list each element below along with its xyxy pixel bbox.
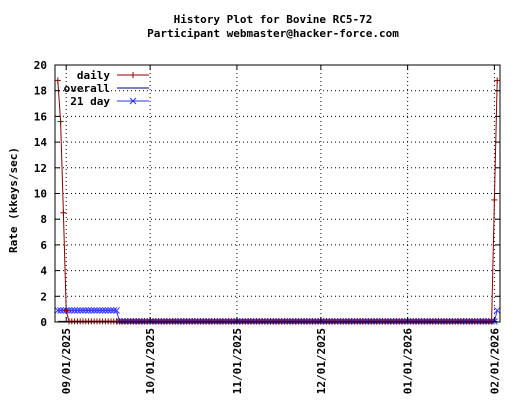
series-21-day-point bbox=[85, 307, 92, 314]
x-marker bbox=[107, 307, 115, 314]
y-tick-label: 18 bbox=[34, 85, 47, 98]
x-marker bbox=[71, 307, 78, 314]
x-marker bbox=[102, 307, 109, 314]
series-layer bbox=[54, 77, 501, 325]
x-marker bbox=[90, 307, 98, 314]
legend-label: daily bbox=[77, 69, 110, 82]
series-daily-point bbox=[488, 318, 495, 325]
legend-label: overall bbox=[64, 82, 110, 95]
x-marker bbox=[54, 307, 62, 314]
legend-marker bbox=[129, 97, 137, 105]
series-21-day-point bbox=[96, 307, 104, 314]
legend-label: 21 day bbox=[70, 95, 110, 108]
y-tick-label: 16 bbox=[34, 110, 48, 123]
x-marker bbox=[110, 307, 118, 314]
x-marker bbox=[57, 307, 64, 314]
x-marker bbox=[76, 307, 84, 314]
x-marker bbox=[113, 307, 120, 314]
x-marker bbox=[85, 307, 92, 314]
y-axis-label: Rate (kkeys/sec) bbox=[7, 147, 20, 253]
series-21-day-point bbox=[110, 307, 118, 314]
series-21-day-point bbox=[79, 307, 87, 314]
x-marker bbox=[68, 307, 76, 314]
series-21-day-point bbox=[93, 307, 101, 314]
axis-ticks: 0 2 4 6 8 10 12 14 16 18 20 09/01/2025 10/01/2025 11/… bbox=[34, 59, 502, 394]
x-tick-label: 09/01/2025 bbox=[60, 328, 73, 394]
chart-title: History Plot for Bovine RC5-72 bbox=[174, 13, 373, 26]
series-daily-point bbox=[491, 196, 498, 203]
plot-frame bbox=[54, 64, 501, 323]
series-21-day-point bbox=[71, 307, 78, 314]
series-daily-point bbox=[54, 77, 61, 84]
x-tick-label: 12/01/2025 bbox=[315, 328, 328, 394]
series-21-day-point bbox=[107, 307, 115, 314]
y-tick-label: 0 bbox=[40, 316, 47, 329]
x-marker bbox=[88, 307, 95, 314]
y-tick-label: 4 bbox=[40, 265, 47, 278]
x-marker bbox=[96, 307, 104, 314]
x-marker bbox=[99, 307, 106, 314]
y-tick-label: 14 bbox=[34, 136, 48, 149]
y-tick-label: 12 bbox=[34, 162, 47, 175]
y-tick-label: 20 bbox=[34, 59, 47, 72]
y-tick-label: 6 bbox=[40, 239, 47, 252]
series-21-day-point bbox=[76, 307, 84, 314]
series-21-day-point bbox=[54, 307, 62, 314]
series-21-day-point bbox=[104, 307, 112, 314]
series-21-day-point bbox=[99, 307, 106, 314]
x-marker bbox=[79, 307, 87, 314]
x-marker bbox=[493, 307, 501, 314]
x-tick-label: 01/01/2026 bbox=[402, 328, 415, 395]
chart-subtitle: Participant webmaster@hacker-force.com bbox=[147, 27, 399, 40]
grid-lines bbox=[55, 65, 500, 322]
series-21-day-point bbox=[113, 307, 120, 314]
x-tick-label: 02/01/2026 bbox=[488, 328, 501, 395]
series-21-day-point bbox=[74, 307, 81, 314]
series-daily-point bbox=[60, 209, 67, 216]
series-21-day-point bbox=[493, 307, 501, 314]
x-tick-label: 11/01/2025 bbox=[231, 328, 244, 394]
x-marker bbox=[74, 307, 81, 314]
series-21-day-point bbox=[88, 307, 95, 314]
y-tick-label: 8 bbox=[40, 213, 47, 226]
series-daily-point bbox=[63, 307, 70, 314]
series-21-day-point bbox=[102, 307, 109, 314]
series-21-day-point bbox=[68, 307, 76, 314]
x-marker bbox=[104, 307, 112, 314]
x-marker bbox=[93, 307, 101, 314]
series-21-day-point bbox=[57, 307, 64, 314]
series-21-day-point bbox=[82, 307, 90, 314]
series-daily-point bbox=[57, 118, 64, 125]
x-marker bbox=[82, 307, 90, 314]
y-tick-label: 10 bbox=[34, 188, 47, 201]
series-daily-point bbox=[494, 77, 501, 84]
series-21-day-point bbox=[90, 307, 98, 314]
x-tick-label: 10/01/2025 bbox=[144, 328, 157, 394]
y-tick-label: 2 bbox=[40, 290, 47, 303]
